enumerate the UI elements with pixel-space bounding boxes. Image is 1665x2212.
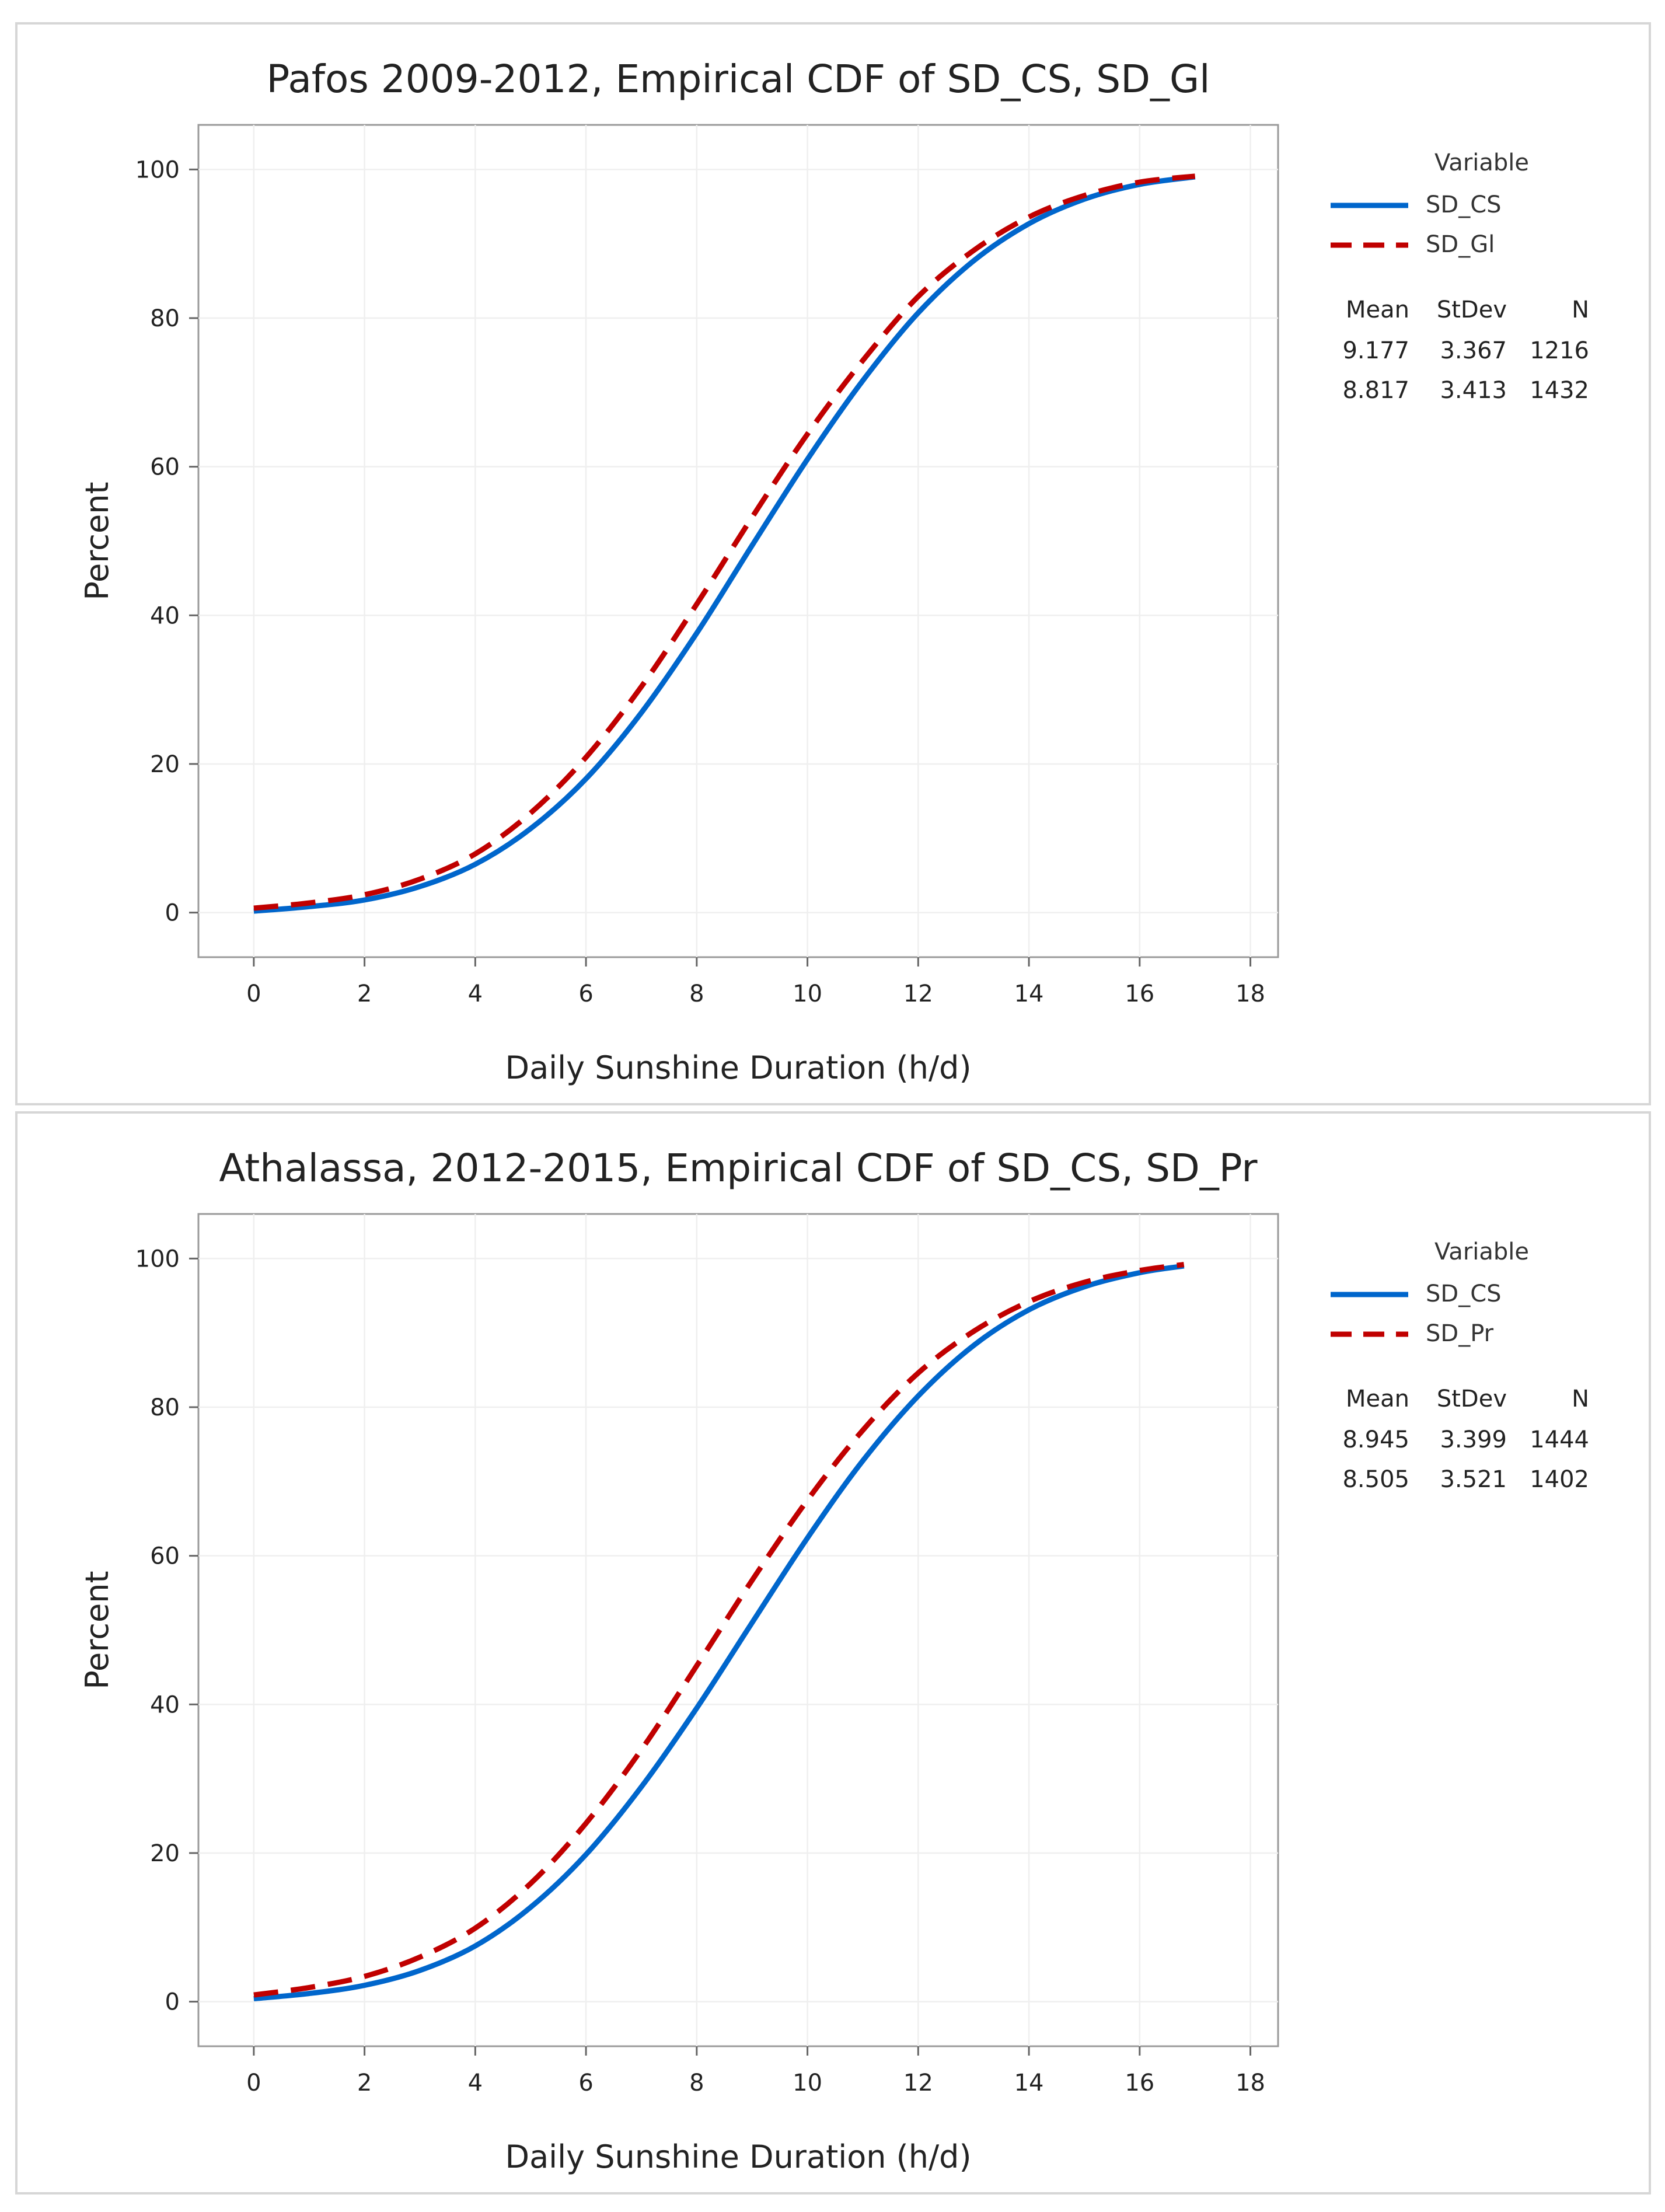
stats-value: 3.399 bbox=[1440, 1426, 1507, 1453]
y-tick-label: 100 bbox=[135, 1245, 180, 1272]
stats-table: Mean StDev N 9.177 3.367 1216 8.817 3.413 1432 bbox=[1342, 296, 1589, 404]
stats-value: 3.521 bbox=[1440, 1466, 1507, 1493]
stats-header: StDev bbox=[1437, 1386, 1507, 1412]
x-tick-label: 18 bbox=[1235, 981, 1265, 1007]
stats-value: 8.945 bbox=[1342, 1426, 1409, 1453]
x-tick-label: 6 bbox=[578, 2070, 593, 2096]
legend: Variable SD_CS SD_Pr bbox=[1331, 1238, 1529, 1347]
x-tick-label: 16 bbox=[1125, 981, 1154, 1007]
x-axis-label: Daily Sunshine Duration (h/d) bbox=[505, 2138, 971, 2175]
x-tick-label: 2 bbox=[357, 2070, 372, 2096]
stats-value: 1444 bbox=[1530, 1426, 1589, 1453]
y-tick-label: 40 bbox=[150, 1691, 180, 1718]
y-tick-label: 40 bbox=[150, 602, 180, 629]
x-tick-label: 2 bbox=[357, 981, 372, 1007]
stats-value: 1432 bbox=[1530, 377, 1589, 404]
chart-athalassa: Athalassa, 2012-2015, Empirical CDF of S… bbox=[79, 1146, 1589, 2175]
x-tick-label: 12 bbox=[903, 2070, 933, 2096]
chart-title: Pafos 2009-2012, Empirical CDF of SD_CS,… bbox=[267, 57, 1210, 102]
x-tick-label: 14 bbox=[1014, 2070, 1044, 2096]
x-tick-label: 10 bbox=[793, 2070, 822, 2096]
x-tick-label: 18 bbox=[1235, 2070, 1265, 2096]
series-line-sd-pr bbox=[253, 1262, 1185, 1998]
x-tick-label: 12 bbox=[903, 981, 933, 1007]
stats-header: Mean bbox=[1346, 296, 1409, 323]
y-tick-label: 60 bbox=[150, 454, 180, 481]
y-tick-label: 20 bbox=[150, 751, 180, 778]
legend-label: SD_CS bbox=[1426, 191, 1502, 218]
plot-area bbox=[197, 1213, 1279, 2047]
x-tick-label: 0 bbox=[246, 981, 261, 1007]
stats-header: N bbox=[1572, 1386, 1589, 1412]
x-axis-label: Daily Sunshine Duration (h/d) bbox=[505, 1049, 971, 1086]
series-line-sd-cs bbox=[253, 1263, 1185, 2001]
series-line-sd-cs bbox=[253, 174, 1196, 914]
stats-value: 8.505 bbox=[1342, 1466, 1409, 1493]
y-tick-label: 60 bbox=[150, 1543, 180, 1570]
legend-title: Variable bbox=[1434, 1238, 1529, 1265]
stats-header: StDev bbox=[1437, 296, 1507, 323]
x-tick-label: 8 bbox=[689, 981, 704, 1007]
stats-header: Mean bbox=[1346, 1386, 1409, 1412]
stats-value: 3.367 bbox=[1440, 337, 1507, 364]
stats-value: 1216 bbox=[1530, 337, 1589, 364]
x-tick-label: 10 bbox=[793, 981, 822, 1007]
y-tick-label: 100 bbox=[135, 156, 180, 183]
stats-table: Mean StDev N 8.945 3.399 1444 8.505 3.521 1402 bbox=[1342, 1386, 1589, 1493]
y-tick-label: 20 bbox=[150, 1840, 180, 1867]
stats-value: 3.413 bbox=[1440, 377, 1507, 404]
y-tick-label: 0 bbox=[165, 900, 180, 927]
stats-header: N bbox=[1572, 296, 1589, 323]
y-tick-label: 80 bbox=[150, 1394, 180, 1421]
x-tick-label: 4 bbox=[468, 981, 483, 1007]
x-tick-label: 8 bbox=[689, 2070, 704, 2096]
y-tick-label: 80 bbox=[150, 305, 180, 332]
y-axis-label: Percent bbox=[79, 482, 116, 600]
x-tick-label: 4 bbox=[468, 2070, 483, 2096]
stats-value: 1402 bbox=[1530, 1466, 1589, 1493]
y-axis-label: Percent bbox=[79, 1571, 116, 1689]
chart-pafos: Pafos 2009-2012, Empirical CDF of SD_CS,… bbox=[79, 57, 1589, 1086]
y-tick-label: 0 bbox=[165, 1989, 180, 2016]
legend-label: SD_Pr bbox=[1426, 1320, 1494, 1347]
chart-title: Athalassa, 2012-2015, Empirical CDF of S… bbox=[219, 1146, 1258, 1191]
stats-value: 9.177 bbox=[1342, 337, 1409, 364]
x-tick-label: 6 bbox=[578, 981, 593, 1007]
legend: Variable SD_CS SD_Gl bbox=[1331, 149, 1529, 258]
legend-label: SD_CS bbox=[1426, 1281, 1502, 1307]
x-tick-label: 16 bbox=[1125, 2070, 1154, 2096]
x-tick-label: 0 bbox=[246, 2070, 261, 2096]
legend-title: Variable bbox=[1434, 149, 1529, 176]
legend-label: SD_Gl bbox=[1426, 231, 1495, 258]
stats-value: 8.817 bbox=[1342, 377, 1409, 404]
x-tick-label: 14 bbox=[1014, 981, 1044, 1007]
